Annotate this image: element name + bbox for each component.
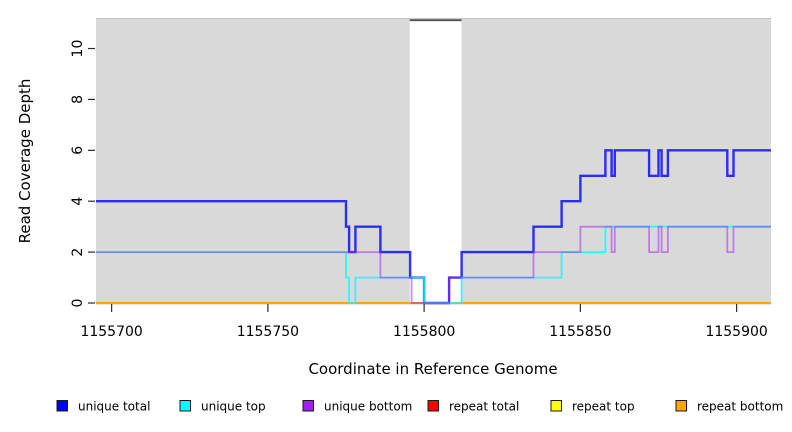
legend-label: repeat top	[572, 400, 635, 414]
y-tick-label: 10	[70, 40, 86, 58]
legend: unique total unique top unique bottom repea…	[56, 400, 783, 414]
legend-item-repeat-bottom: repeat bottom	[675, 400, 783, 414]
legend-label: repeat total	[449, 400, 519, 414]
legend-item-unique-bottom: unique bottom	[302, 400, 412, 414]
legend-item-repeat-total: repeat total	[427, 400, 519, 414]
series-line-unique-top	[96, 225, 771, 304]
series-line-unique-total	[96, 149, 771, 305]
legend-swatch	[56, 400, 68, 412]
y-tick-label: 6	[70, 146, 86, 155]
legend-swatch	[550, 400, 562, 412]
y-tick-label: 2	[70, 248, 86, 257]
x-tick-label: 1155850	[549, 324, 611, 340]
legend-label: unique top	[201, 400, 266, 414]
series-line-unique-bottom	[96, 225, 771, 304]
x-tick-label: 1155800	[393, 324, 455, 340]
legend-swatch	[179, 400, 191, 412]
x-tick-label: 1155700	[80, 324, 142, 340]
legend-item-unique-top: unique top	[179, 400, 266, 414]
legend-label: repeat bottom	[697, 400, 783, 414]
legend-swatch	[675, 400, 687, 412]
x-tick-label: 1155750	[237, 324, 299, 340]
y-tick-label: 0	[70, 299, 86, 308]
x-tick-label: 1155900	[705, 324, 767, 340]
legend-item-repeat-top: repeat top	[550, 400, 635, 414]
series-lines	[96, 149, 771, 305]
y-axis-title: Read Coverage Depth	[16, 79, 34, 244]
legend-item-unique-total: unique total	[56, 400, 150, 414]
x-axis-title: Coordinate in Reference Genome	[308, 360, 557, 378]
plot-panel	[96, 18, 771, 303]
y-tick-label: 4	[70, 197, 86, 206]
y-tick-label: 8	[70, 95, 86, 104]
legend-swatch	[302, 400, 314, 412]
gap-region	[409, 19, 462, 303]
legend-label: unique bottom	[324, 400, 412, 414]
legend-swatch	[427, 400, 439, 412]
legend-label: unique total	[78, 400, 150, 414]
